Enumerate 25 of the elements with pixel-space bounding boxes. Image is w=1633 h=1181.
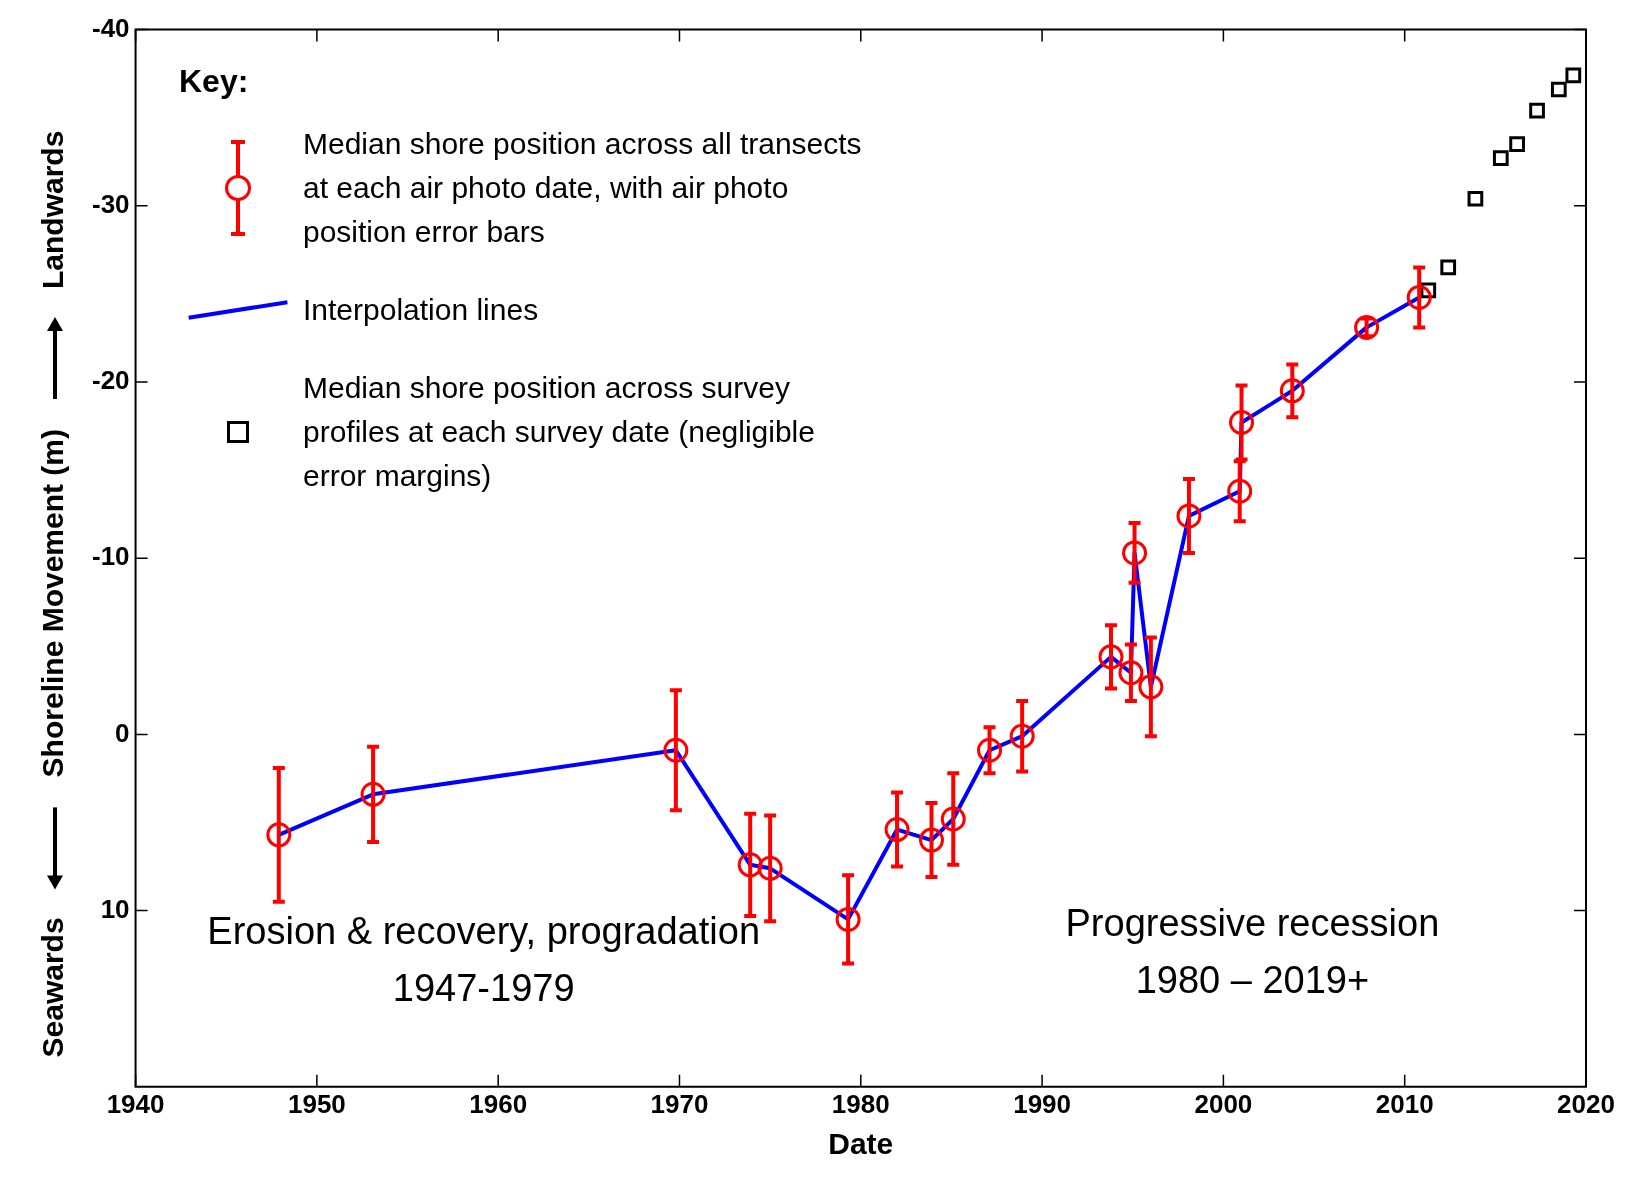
x-tick-label: 1950 (287, 1088, 346, 1119)
annotation: Progressive recession 1980 – 2019+ (1065, 901, 1440, 1001)
legend-title: Key: (179, 63, 250, 100)
y-tick-label: 10 (100, 893, 130, 924)
y-tick-label: -40 (92, 12, 130, 43)
legend-label: Interpolation lines (303, 292, 540, 328)
x-tick-label: 1970 (650, 1088, 709, 1119)
text: Landwards (36, 130, 70, 290)
annotation: Erosion & recovery, progradation 1947-1979 (207, 909, 761, 1009)
y-tick-label: -30 (92, 188, 130, 219)
legend-label: Median shore position across all transects at each air photo date, with air photo position error bars (303, 126, 863, 250)
x-tick-label: 1980 (831, 1088, 890, 1119)
y-tick-label: -20 (92, 365, 130, 396)
y-tick-label: 0 (115, 717, 130, 748)
legend-label: Median shore position across survey profiles at each survey date (negligible error margins) (303, 370, 816, 494)
x-tick-label: 1990 (1013, 1088, 1072, 1119)
x-tick-label: 2000 (1194, 1088, 1253, 1119)
x-axis-title: Date (828, 1127, 894, 1161)
x-tick-label: 1960 (469, 1088, 528, 1119)
y-tick-label: -10 (92, 541, 130, 572)
y-axis-title: Shoreline Movement (m) (36, 429, 70, 778)
text: Seawards (36, 917, 70, 1058)
x-tick-label: 1940 (106, 1088, 165, 1119)
x-tick-label: 2010 (1375, 1088, 1434, 1119)
x-tick-label: 2020 (1557, 1088, 1615, 1119)
